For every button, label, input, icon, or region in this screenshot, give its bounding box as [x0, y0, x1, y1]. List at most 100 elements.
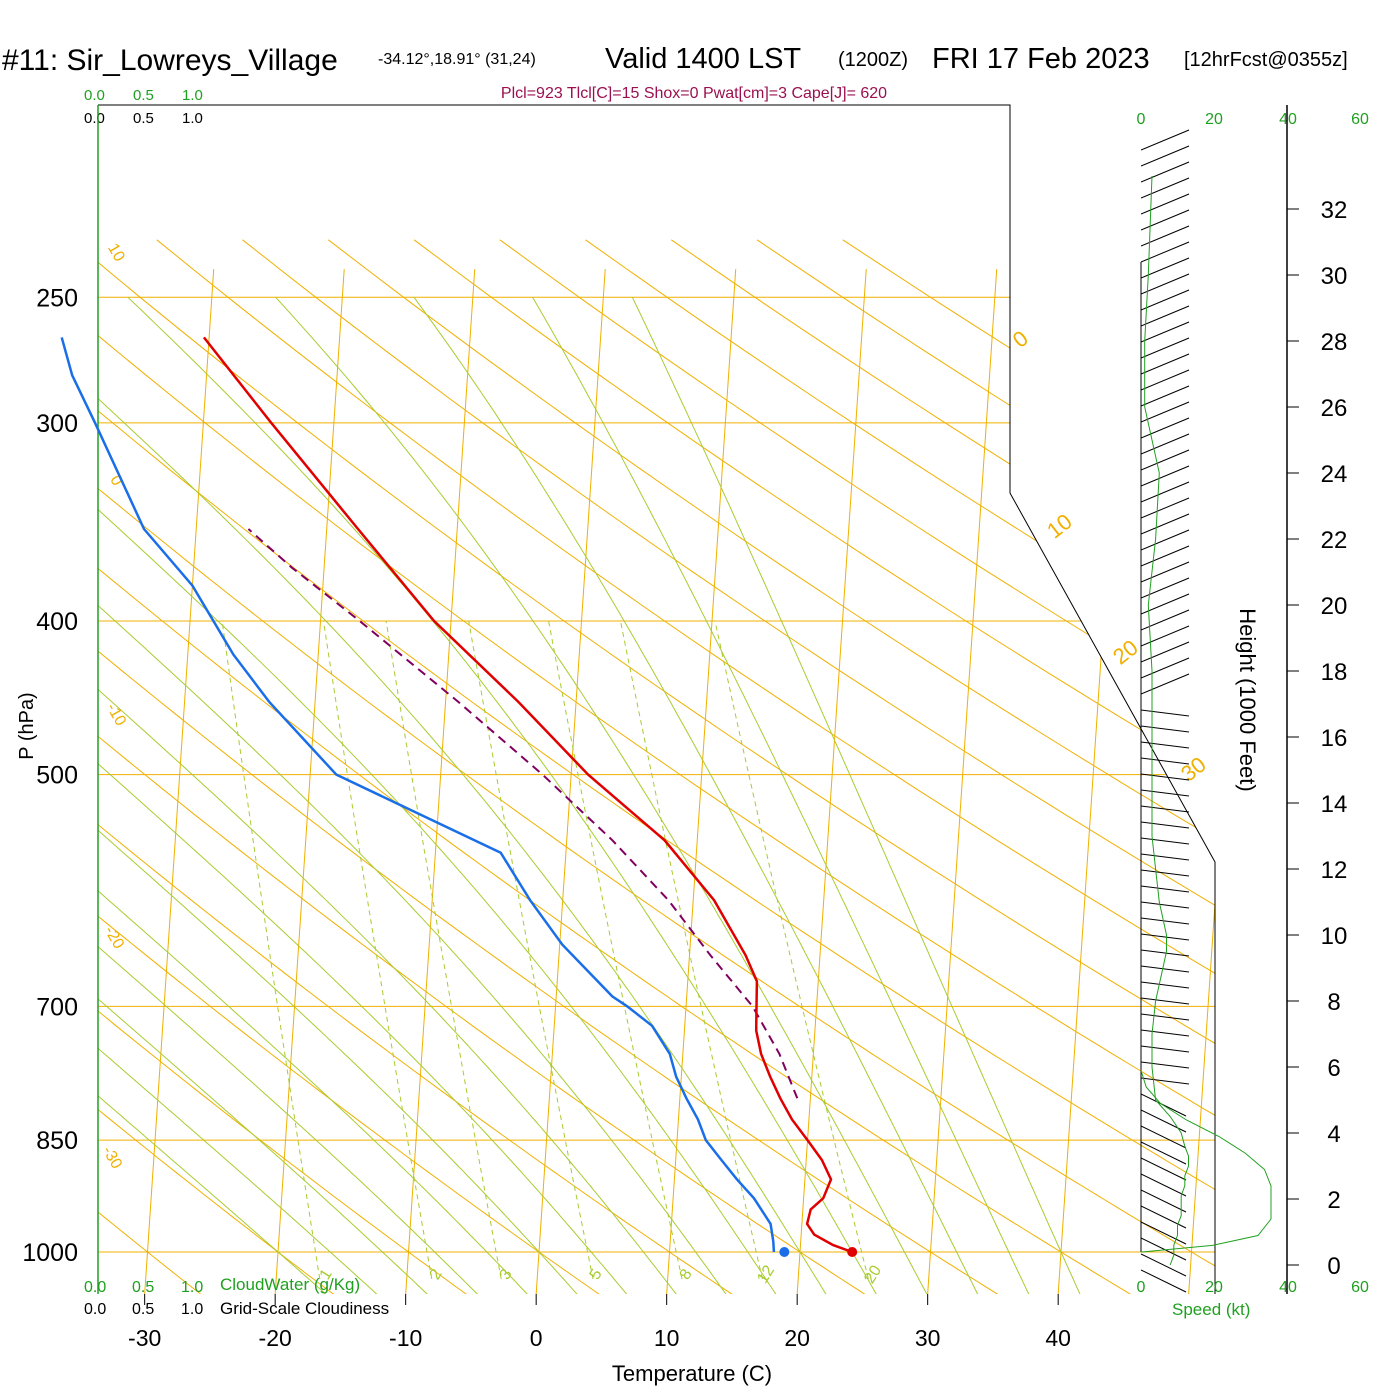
cloud-bottom-green-0: 0.0 [84, 1279, 106, 1296]
mixing-ratio-label: 12 [754, 1262, 778, 1286]
wind-barb [1140, 1237, 1187, 1261]
temperature-tick-30: 30 [915, 1325, 941, 1351]
parcel-trace [247, 528, 799, 1099]
height-tick-18: 18 [1321, 659, 1348, 686]
cloud-top-black-0: 0.0 [84, 110, 105, 127]
cloud-top-green-2: 1.0 [182, 87, 203, 104]
mixing-ratio-5 [468, 620, 594, 1280]
dry-adiabat-110 [327, 239, 1215, 1294]
cloud-bottom-black-1: 0.5 [132, 1301, 154, 1318]
isotherm--10 [405, 269, 476, 1294]
wind-barb [1140, 145, 1190, 167]
mixing-ratio-12 [620, 620, 763, 1280]
dry-adiabat-120 [413, 239, 1215, 1294]
wind-barb [1140, 1141, 1187, 1165]
wind-barb [1140, 417, 1190, 439]
temperature-tick-20: 20 [784, 1325, 810, 1351]
wind-barb [1140, 241, 1190, 263]
wind-barb [1140, 289, 1190, 311]
wind-barb [1140, 725, 1190, 733]
wind-barb [1140, 193, 1190, 215]
moist-adiabat-4 [98, 296, 642, 1294]
wind-barb [1140, 997, 1190, 1005]
dry-adiabat-label: 10 [104, 241, 128, 265]
wind-barb [1140, 981, 1190, 989]
dry-adiabat-40 [98, 239, 1160, 1294]
cloud-top-green-1: 0.5 [133, 87, 154, 104]
moist-adiabat-36 [532, 297, 1038, 1294]
wind-barb [1140, 773, 1190, 781]
speed-bottom-tick-20: 20 [1205, 1279, 1223, 1296]
mixing-ratio-3 [385, 620, 502, 1280]
dry-adiabat-label: -20 [101, 923, 127, 952]
pressure-tick-400: 400 [36, 608, 78, 636]
wind-barb [1140, 837, 1190, 845]
moist-adiabat--8 [98, 296, 495, 1294]
moist-adiabat--16 [98, 296, 396, 1294]
mixing-ratio-label: 2 [427, 1266, 446, 1283]
height-tick-26: 26 [1321, 395, 1348, 422]
moist-adiabat-28 [275, 296, 937, 1294]
wind-barb [1140, 1013, 1190, 1021]
wind-barb [1140, 869, 1190, 877]
cloud-top-black-2: 1.0 [182, 110, 203, 127]
dry-adiabat-160 [756, 239, 1215, 1294]
wind-barb [1140, 513, 1190, 535]
station-title: #11: Sir_Lowreys_Village [2, 44, 338, 77]
indices-line: Plcl=923 Tlcl[C]=15 Shox=0 Pwat[cm]=3 Ca… [501, 85, 887, 102]
dry-adiabat-80 [98, 239, 1215, 1294]
pressure-tick-300: 300 [36, 410, 78, 438]
wind-barb [1140, 545, 1190, 567]
isotherm-30 [927, 269, 998, 1294]
cloud-bottom-black-0: 0.0 [84, 1301, 106, 1318]
dry-adiabat-100 [242, 239, 1215, 1294]
temperature-axis: -30 -20 -10 0 10 20 30 40 [128, 1294, 1071, 1351]
cloud-water-line [1140, 1070, 1272, 1253]
isotherm--30 [144, 269, 215, 1294]
height-tick-0: 0 [1327, 1253, 1340, 1280]
isotherm-lines [144, 269, 1215, 1294]
mixing-ratio-lines [221, 620, 869, 1280]
dry-adiabat--30 [98, 239, 223, 1294]
dry-adiabat-130 [499, 239, 1215, 1294]
surface-dewpoint-dot [779, 1247, 790, 1257]
dry-adiabat-0 [98, 239, 625, 1294]
pressure-tick-1000: 1000 [22, 1239, 78, 1267]
mixing-ratio-label: 3 [497, 1266, 516, 1283]
mixing-ratio-1 [221, 620, 321, 1280]
wind-barb [1140, 885, 1190, 893]
speed-top-tick-60: 60 [1351, 111, 1369, 128]
wind-barb [1140, 933, 1190, 941]
moist-adiabat-32 [413, 297, 987, 1294]
wind-barb [1140, 497, 1190, 519]
wind-barb [1140, 129, 1190, 151]
wind-barb [1140, 161, 1190, 183]
wind-barb [1140, 821, 1190, 829]
dry-adiabat-label: -10 [103, 700, 129, 729]
wind-barb [1140, 305, 1190, 327]
wind-barb [1140, 1045, 1190, 1053]
temperature-tick-0: 0 [530, 1325, 543, 1351]
height-axis-label: Height (1000 Feet) [1235, 608, 1260, 791]
sounding-traces [60, 336, 858, 1257]
wind-barb [1140, 917, 1190, 925]
plot-outline [98, 104, 1216, 1294]
wind-barb [1140, 1189, 1187, 1213]
temperature-tick-10: 10 [654, 1325, 680, 1351]
height-tick-32: 32 [1321, 197, 1348, 224]
cloudwater-label: CloudWater (g/Kg) [220, 1275, 360, 1294]
moist-adiabat-16 [98, 296, 788, 1294]
station-coords: -34.12°,18.91° (31,24) [378, 51, 536, 68]
wind-barb [1140, 1269, 1187, 1293]
moist-adiabat-12 [98, 296, 739, 1294]
moist-adiabat-label: 0 [1008, 325, 1033, 352]
dry-adiabats [98, 239, 1215, 1294]
dry-adiabat--10 [98, 239, 491, 1294]
wind-barb [1140, 481, 1190, 503]
temperature-tick--30: -30 [128, 1325, 161, 1351]
isotherm-20 [796, 269, 867, 1294]
moist-adiabat-0 [98, 296, 593, 1294]
wind-barb [1140, 805, 1190, 813]
